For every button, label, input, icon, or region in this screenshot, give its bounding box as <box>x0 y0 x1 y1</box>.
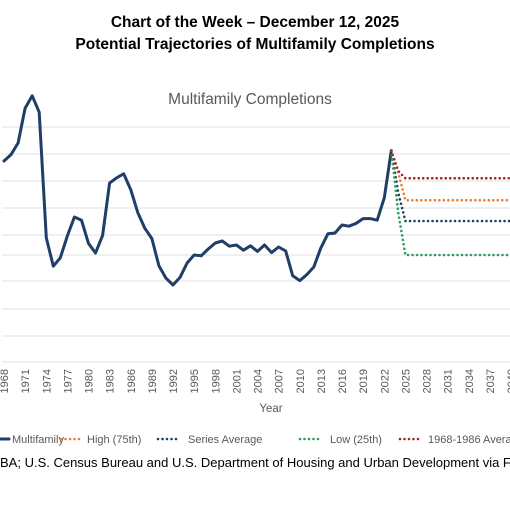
x-tick-label: 2022 <box>379 369 391 393</box>
series-line-high-75th <box>389 149 510 202</box>
x-tick-label: 2019 <box>358 369 370 393</box>
source-note: BA; U.S. Census Bureau and U.S. Departme… <box>0 455 510 470</box>
x-tick-label: 1992 <box>168 369 180 393</box>
header-title-line-2: Potential Trajectories of Multifamily Co… <box>75 36 435 53</box>
x-tick-label: 1971 <box>20 369 32 393</box>
x-tick-label: 2040 <box>506 369 510 393</box>
x-tick-label: 1974 <box>41 369 53 393</box>
chart-header: Chart of the Week – December 12, 2025 Po… <box>0 12 510 56</box>
header-title-line-1: Chart of the Week – December 12, 2025 <box>110 14 400 31</box>
legend-label-series-average: Series Average <box>188 434 262 446</box>
x-tick-label: 2025 <box>400 369 412 393</box>
x-tick-label: 2028 <box>422 369 434 393</box>
x-tick-label: 2016 <box>337 369 349 393</box>
legend-label-multifamily: Multifamily <box>12 434 64 446</box>
x-tick-label: 2010 <box>295 369 307 393</box>
x-tick-label: 1986 <box>126 369 138 393</box>
x-tick-label: 2004 <box>253 369 265 393</box>
x-tick-label: 1983 <box>105 369 117 393</box>
x-tick-label: 2013 <box>316 369 328 393</box>
legend: Multifamily High (75th) Series Average Low … <box>0 434 510 446</box>
legend-label-high-75th: High (75th) <box>87 434 141 446</box>
x-axis-label: Year <box>259 403 282 415</box>
x-tick-label: 2001 <box>231 369 243 393</box>
chart-title: Multifamily Completions <box>168 91 332 108</box>
x-tick-label: 1980 <box>84 369 96 393</box>
legend-label-1968-1986-average: 1968-1986 Average <box>428 434 510 446</box>
x-tick-label: 1989 <box>147 369 159 393</box>
series-line-series-average <box>389 149 510 223</box>
x-tick-labels: 1968 1971 1974 1977 1980 1983 1986 1989 1992 1995… <box>0 369 510 393</box>
x-tick-label: 2007 <box>274 369 286 393</box>
series-line-multifamily <box>2 94 393 287</box>
x-tick-label: 1968 <box>0 369 11 393</box>
x-tick-label: 2034 <box>464 369 476 393</box>
legend-label-low-25th: Low (25th) <box>330 434 382 446</box>
x-tick-label: 1998 <box>210 369 222 393</box>
x-tick-label: 2031 <box>443 369 455 393</box>
series-lines <box>2 94 510 287</box>
series-line-low-25th <box>389 149 510 257</box>
x-tick-label: 1995 <box>189 369 201 393</box>
x-tick-label: 1977 <box>62 369 74 393</box>
gridlines <box>2 126 510 363</box>
x-tick-label: 2037 <box>485 369 497 393</box>
series-line-1968-1986-average <box>389 149 510 180</box>
